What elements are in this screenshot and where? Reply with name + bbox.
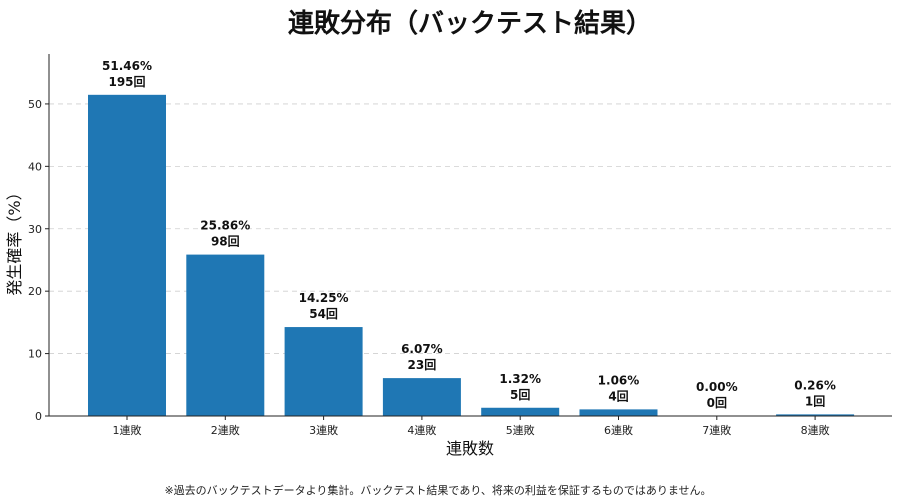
data-labels: 51.46% 195回 25.86% 98回 14.25% 54回 6.07% 23回 1.32… <box>102 59 836 410</box>
y-tick-label: 40 <box>28 160 42 173</box>
x-tick-label: 5連敗 <box>506 423 535 437</box>
bar <box>186 254 265 416</box>
x-tick-label: 3連敗 <box>309 423 338 437</box>
x-tick-label: 1連敗 <box>113 423 142 437</box>
bars <box>88 94 855 417</box>
x-ticks: 1連敗 2連敗 3連敗 4連敗 5連敗 6連敗 7連敗 8連敗 <box>113 416 830 437</box>
y-tick-label: 30 <box>28 223 42 236</box>
y-tick-label: 0 <box>35 410 42 423</box>
data-label-count: 5回 <box>510 388 530 402</box>
data-label-count: 195回 <box>108 75 145 89</box>
y-ticks: 0 10 20 30 40 50 <box>28 98 49 423</box>
data-label-percent: 1.06% <box>598 373 640 387</box>
bar <box>776 414 855 416</box>
data-label-count: 98回 <box>211 235 240 249</box>
data-label-percent: 1.32% <box>499 372 541 386</box>
footnote: ※過去のバックテストデータより集計。バックテスト結果であり、将来の利益を保証する… <box>164 483 711 497</box>
bar <box>579 409 658 416</box>
x-tick-label: 4連敗 <box>407 423 436 437</box>
data-label-count: 0回 <box>707 396 727 410</box>
data-label-count: 4回 <box>608 389 628 403</box>
y-axis-label: 発生確率（%） <box>5 184 24 295</box>
data-label-count: 54回 <box>309 307 338 321</box>
data-label-percent: 0.26% <box>794 378 836 392</box>
grid-lines <box>49 103 892 354</box>
data-label-percent: 14.25% <box>299 291 349 305</box>
x-axis-label: 連敗数 <box>446 439 494 458</box>
data-label-count: 23回 <box>408 358 437 372</box>
y-tick-label: 50 <box>28 98 42 111</box>
x-tick-label: 2連敗 <box>211 423 240 437</box>
x-tick-label: 6連敗 <box>604 423 633 437</box>
data-label-count: 1回 <box>805 394 825 408</box>
x-tick-label: 7連敗 <box>702 423 731 437</box>
data-label-percent: 6.07% <box>401 342 443 356</box>
y-tick-label: 20 <box>28 285 42 298</box>
data-label-percent: 25.86% <box>200 219 250 233</box>
x-tick-label: 8連敗 <box>801 423 830 437</box>
bar <box>382 378 461 416</box>
data-label-percent: 51.46% <box>102 59 152 73</box>
chart-title: 連敗分布（バックテスト結果） <box>288 8 652 39</box>
data-label-percent: 0.00% <box>696 380 738 394</box>
bar <box>88 94 166 417</box>
bar <box>481 407 560 416</box>
y-tick-label: 10 <box>28 348 42 361</box>
bar <box>284 327 363 416</box>
